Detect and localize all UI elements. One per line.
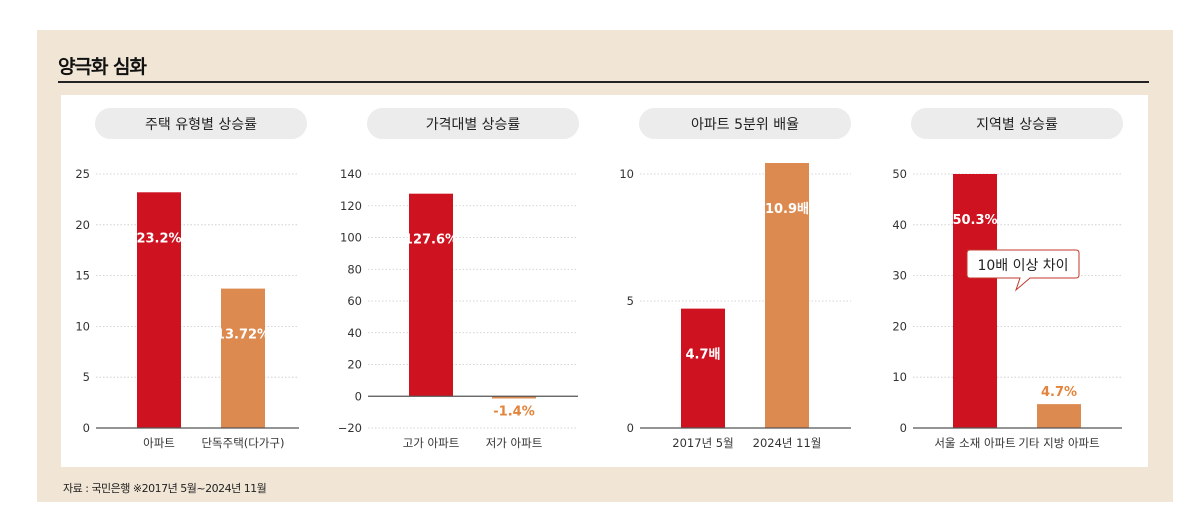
y-tick-label: 0 (355, 389, 362, 403)
bar (953, 174, 997, 428)
chart-title: 주택 유형별 상승률 (145, 117, 257, 133)
bar-value-label: 10.9배 (765, 201, 809, 217)
chart-title-pill (367, 108, 579, 139)
bar (1037, 404, 1081, 428)
y-tick-label: 50 (892, 167, 907, 181)
chart-title: 지역별 상승률 (976, 117, 1058, 133)
y-tick-label: −20 (338, 421, 362, 435)
bar-value-label: 13.72% (216, 328, 270, 343)
x-category-label: 저가 아파트 (486, 436, 543, 450)
y-tick-label: 20 (75, 218, 90, 232)
x-category-label: 아파트 (143, 436, 175, 450)
callout-bubble (966, 249, 1080, 292)
bar (681, 308, 725, 428)
y-tick-label: 0 (83, 421, 90, 435)
y-tick-label: 20 (892, 319, 907, 333)
chart-title-pill (911, 108, 1123, 139)
y-tick-label: 0 (627, 421, 634, 435)
bar (221, 288, 265, 428)
bar (409, 193, 453, 397)
x-category-label: 기타 지방 아파트 (1018, 436, 1099, 450)
y-tick-label: 120 (340, 199, 362, 213)
bar-value-label: 4.7배 (686, 347, 721, 363)
x-category-label: 서울 소재 아파트 (934, 436, 1015, 450)
y-tick-label: 5 (83, 370, 90, 384)
y-tick-label: 60 (347, 294, 362, 308)
y-tick-label: 10 (75, 319, 90, 333)
bar-value-label: 23.2% (136, 231, 181, 246)
y-tick-label: 40 (347, 326, 362, 340)
y-tick-label: 20 (347, 358, 362, 372)
y-tick-label: 100 (340, 231, 362, 245)
x-category-label: 2024년 11월 (753, 436, 822, 450)
y-tick-label: 5 (627, 294, 634, 308)
y-tick-label: 0 (900, 421, 907, 435)
bar (492, 396, 536, 399)
callout-text: 10배 이상 차이 (977, 258, 1068, 274)
y-tick-label: 10 (892, 370, 907, 384)
y-tick-label: 15 (75, 269, 90, 283)
page-title: 양극화 심화 (58, 56, 147, 78)
chart-title-pill (95, 108, 307, 139)
bar-value-label: 127.6% (404, 233, 458, 248)
y-tick-label: 10 (619, 167, 634, 181)
bar (137, 192, 181, 428)
y-tick-label: 25 (75, 167, 90, 181)
y-tick-label: 30 (892, 269, 907, 283)
y-tick-label: 140 (340, 167, 362, 181)
x-category-label: 2017년 5월 (672, 436, 733, 450)
x-category-label: 고가 아파트 (403, 436, 460, 450)
x-category-label: 단독주택(다가구) (201, 436, 284, 450)
y-tick-label: 80 (347, 262, 362, 276)
bar (765, 163, 809, 428)
bar-value-label: 50.3% (952, 213, 997, 228)
y-tick-label: 40 (892, 218, 907, 232)
chart-title: 아파트 5분위 배율 (691, 117, 799, 133)
bar-value-label: 4.7% (1041, 385, 1077, 400)
chart-title-pill (639, 108, 851, 139)
source-note: 자료 : 국민은행 ※2017년 5월~2024년 11월 (63, 482, 267, 495)
bar-value-label: -1.4% (493, 404, 534, 419)
title-divider (58, 81, 1149, 83)
chart-title: 가격대별 상승률 (426, 117, 521, 133)
